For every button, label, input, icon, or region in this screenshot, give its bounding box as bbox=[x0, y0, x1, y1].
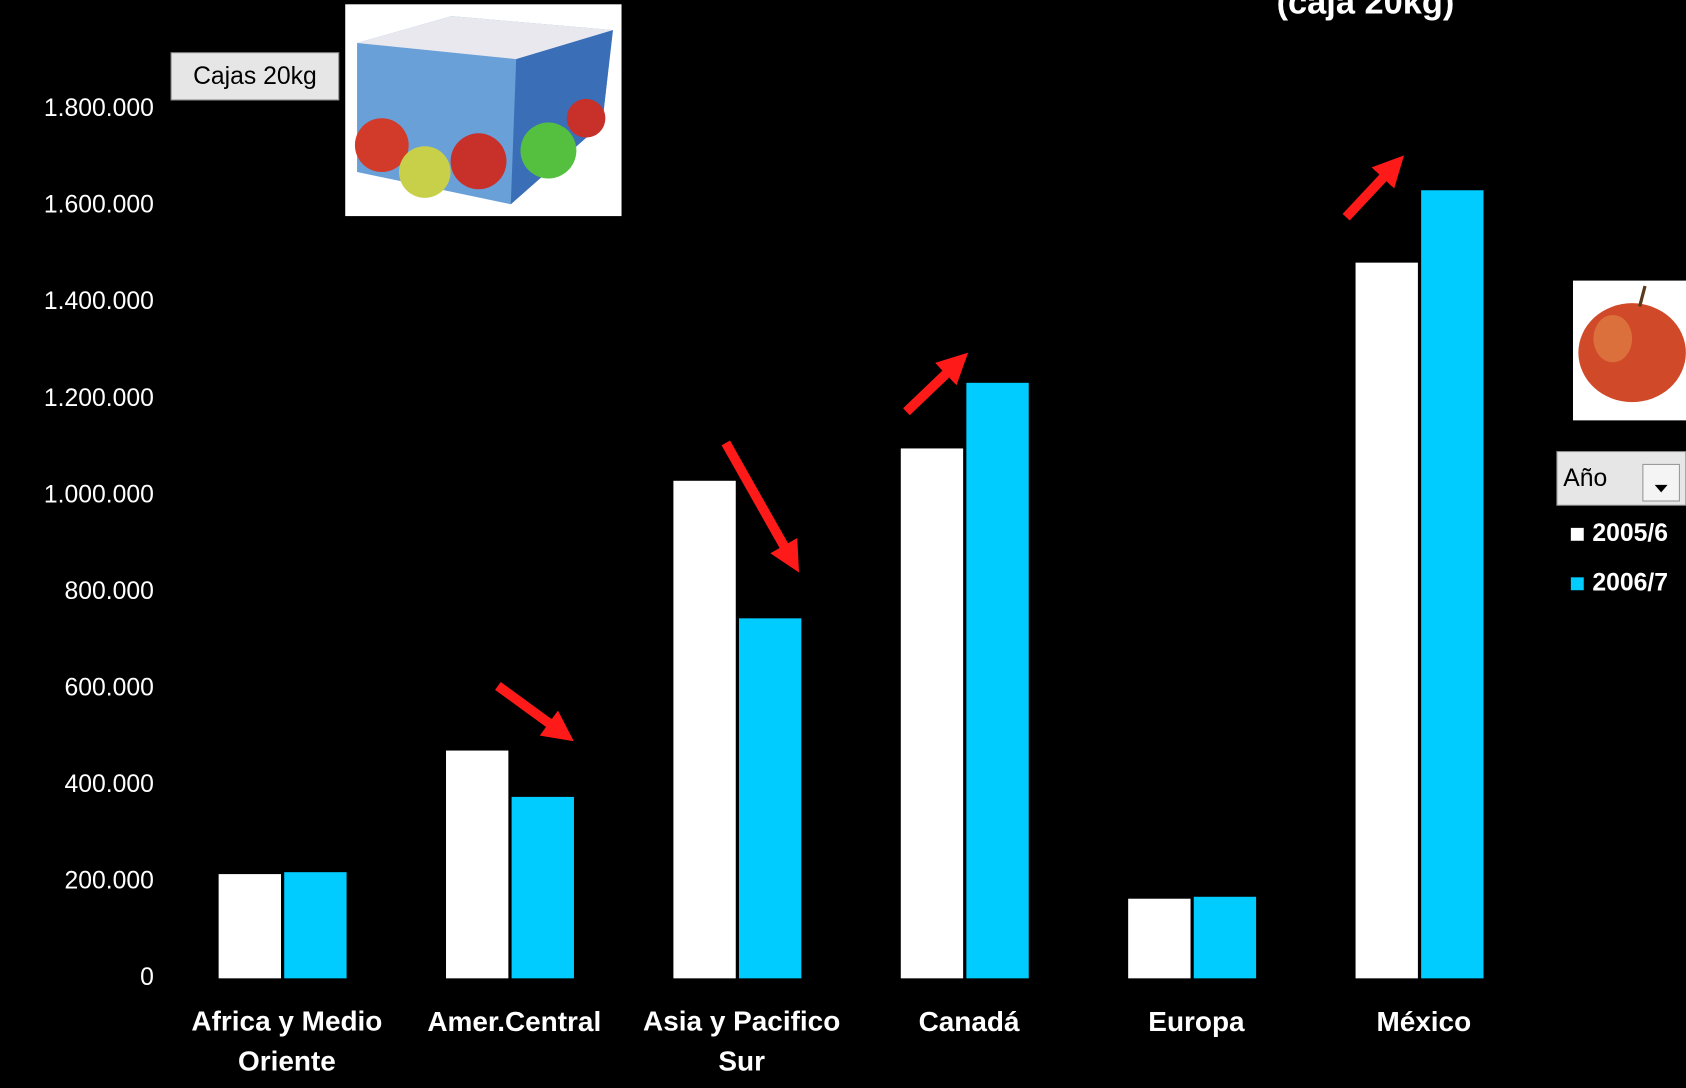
x-tick-label: Europa bbox=[1148, 1006, 1245, 1037]
bar bbox=[1355, 262, 1418, 979]
x-tick-label: México bbox=[1376, 1006, 1471, 1037]
x-tick-label: Canadá bbox=[919, 1006, 1020, 1037]
dropdown-button[interactable] bbox=[1642, 463, 1680, 502]
y-axis-label: Cajas 20kg bbox=[193, 63, 317, 90]
bar bbox=[673, 480, 736, 979]
x-tick-label: Amer.Central bbox=[427, 1006, 601, 1037]
trend-arrows bbox=[495, 155, 1405, 742]
bar bbox=[218, 874, 281, 979]
legend-label: 2005/6 bbox=[1592, 520, 1668, 547]
y-tick-label: 200.000 bbox=[65, 867, 154, 894]
arrow bbox=[495, 682, 574, 742]
apple-image bbox=[1572, 280, 1686, 421]
bar bbox=[284, 872, 347, 979]
box-image bbox=[345, 4, 622, 217]
bar bbox=[1128, 898, 1191, 979]
arrow bbox=[903, 352, 969, 416]
y-tick-label: 1.200.000 bbox=[44, 385, 154, 412]
chart-title: (caja 20kg) bbox=[1277, 0, 1455, 21]
y-tick-label: 0 bbox=[140, 964, 154, 991]
bar bbox=[966, 382, 1029, 979]
bar bbox=[1193, 896, 1257, 979]
y-tick-label: 400.000 bbox=[65, 771, 154, 798]
y-tick-label: 600.000 bbox=[65, 674, 154, 701]
legend-swatch bbox=[1570, 527, 1584, 541]
y-tick-label: 1.800.000 bbox=[44, 95, 154, 122]
y-label-button[interactable] bbox=[170, 52, 340, 101]
bar bbox=[900, 448, 964, 979]
legend: 2005/6 2006/7 bbox=[1570, 520, 1668, 596]
arrow bbox=[721, 440, 800, 573]
y-tick-label: 800.000 bbox=[65, 578, 154, 605]
bar bbox=[1421, 190, 1484, 979]
y-tick-label: 1.400.000 bbox=[44, 288, 154, 315]
bar bbox=[511, 796, 574, 979]
legend-title: Año bbox=[1563, 465, 1607, 492]
bar bbox=[446, 750, 509, 979]
x-tick-label: Africa y Medio Oriente bbox=[191, 1006, 382, 1077]
legend-label: 2006/7 bbox=[1592, 569, 1668, 596]
y-tick-label: 1.600.000 bbox=[44, 192, 154, 219]
legend-swatch bbox=[1570, 577, 1584, 591]
dropdown-icon bbox=[1654, 484, 1668, 493]
x-tick-label: Asia y Pacifico Sur bbox=[643, 1006, 840, 1077]
bar bbox=[738, 618, 802, 979]
arrow bbox=[1342, 155, 1405, 221]
y-tick-label: 1.000.000 bbox=[44, 481, 154, 508]
